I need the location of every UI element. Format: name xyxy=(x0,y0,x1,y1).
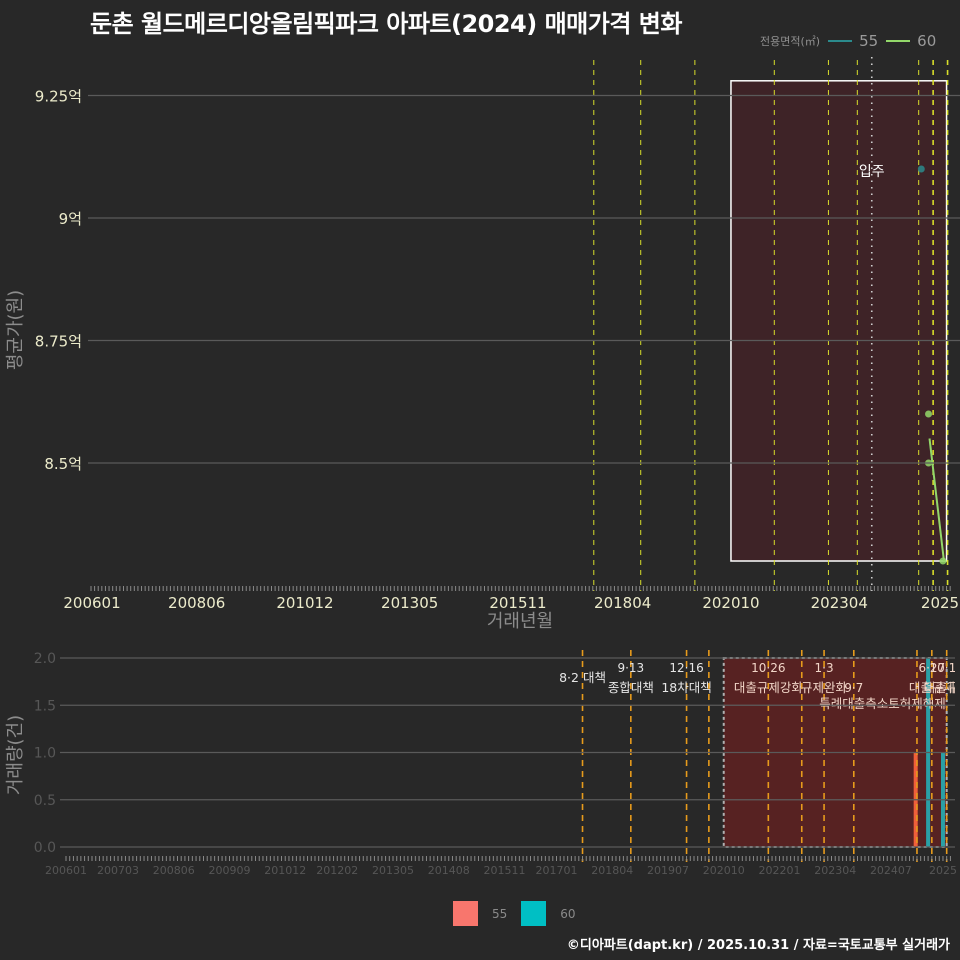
x-tick-label: 201804 xyxy=(591,864,633,877)
x-tick-label: 202304 xyxy=(814,864,856,877)
x-tick-label: 2025 xyxy=(921,594,959,612)
legend-label-60: 60 xyxy=(917,32,937,50)
legend-swatch-55 xyxy=(453,901,478,926)
y-tick-label: 1.0 xyxy=(34,746,56,762)
event-name-label: 규제완화 xyxy=(801,680,848,695)
volume-chart: 8·2 대책 9·13 종합대책 12·16 18차대책 10·26 대출규제강화 1·3 규제… xyxy=(5,650,960,877)
legend-label-60: 60 xyxy=(560,906,576,921)
x-axis-title: 거래년월 xyxy=(487,611,553,632)
y-tick-label: 2.0 xyxy=(34,651,56,667)
y-axis-title: 거래량(건) xyxy=(5,715,26,795)
event-date-label: 9·13 xyxy=(617,661,644,675)
event-date-label: 9·7 xyxy=(844,681,863,695)
event-date-label: 10·26 xyxy=(751,661,785,675)
x-tick-label: 201701 xyxy=(536,864,578,877)
x-tick-label: 200909 xyxy=(209,864,251,877)
x-tick-label: 202010 xyxy=(702,594,759,612)
y-tick-label: 9.25억 xyxy=(35,88,82,106)
data-point-60 xyxy=(939,557,947,565)
x-tick-label: 201305 xyxy=(372,864,414,877)
x-tick-label: 202201 xyxy=(758,864,800,877)
move-in-label: 입주 xyxy=(859,164,885,180)
x-tick-label: 200601 xyxy=(45,864,87,877)
y-tick-label: 8.5억 xyxy=(44,455,82,473)
data-point-60 xyxy=(925,410,933,418)
x-tick-label: 201907 xyxy=(647,864,689,877)
y-tick-label: 0.0 xyxy=(34,840,56,856)
event-name-label: 18차대책 xyxy=(661,680,711,695)
x-tick-label: 201012 xyxy=(276,594,333,612)
y-tick-label: 8.75억 xyxy=(35,333,82,351)
source-caption: ©디아파트(dapt.kr) / 2025.10.31 / 자료=국토교통부 실… xyxy=(566,938,950,953)
bottom-legend: 55 60 xyxy=(453,901,590,926)
x-tick-label: 200703 xyxy=(97,864,139,877)
x-tick-label: 201511 xyxy=(483,864,525,877)
event-date-label: 1·3 xyxy=(815,661,834,675)
event-name-label: 대출규제 xyxy=(924,680,960,695)
event-date-label: 12·16 xyxy=(669,661,703,675)
x-tick-label: 202407 xyxy=(870,864,912,877)
event-name-label: 대출규제강화 xyxy=(734,680,804,695)
highlight-box xyxy=(730,80,948,562)
y-tick-label: 1.5 xyxy=(34,698,56,714)
chart-title: 둔촌 월드메르디앙올림픽파크 아파트(2024) 매매가격 변화 xyxy=(90,10,682,38)
event-name-label: 대출규제 xyxy=(909,680,955,695)
legend-line-60 xyxy=(886,40,911,42)
x-tick-label: 201012 xyxy=(264,864,306,877)
legend-label-55: 55 xyxy=(859,32,879,50)
y-tick-label: 9억 xyxy=(59,210,82,228)
event-name-label: 종합대책 xyxy=(608,680,654,695)
x-tick-label: 201408 xyxy=(428,864,470,877)
legend-swatch-60 xyxy=(521,901,547,926)
x-tick-label: 201305 xyxy=(381,594,438,612)
data-point-55 xyxy=(917,165,925,173)
y-tick-label: 0.5 xyxy=(34,793,56,809)
x-tick-label: 201202 xyxy=(316,864,358,877)
price-chart: 9.25억 9억 8.75억 8.5억 입주 200601 200806 201012 2013… xyxy=(5,57,960,632)
x-tick-label: 202304 xyxy=(811,594,868,612)
y-axis-title: 평균가(원) xyxy=(5,290,26,370)
legend-line-55 xyxy=(828,40,853,42)
x-tick-label: 201511 xyxy=(489,594,546,612)
top-legend: 전용면적(㎡) 55 60 xyxy=(760,32,942,50)
legend-title: 전용면적(㎡) xyxy=(760,35,821,48)
x-tick-label: 2025 xyxy=(929,864,957,877)
event-name-label: 8·2 대책 xyxy=(559,670,606,685)
event-name-label: 토허제해제 xyxy=(888,696,946,711)
legend-label-55: 55 xyxy=(492,906,508,921)
event-date-label: 10·15 xyxy=(930,661,960,675)
x-tick-label: 200806 xyxy=(153,864,195,877)
event-date-label: 6·27 xyxy=(918,661,945,675)
x-tick-label: 200601 xyxy=(63,594,120,612)
series-line-60 xyxy=(928,438,945,562)
x-tick-label: 200806 xyxy=(168,594,225,612)
x-tick-label: 202010 xyxy=(703,864,745,877)
x-tick-label: 201804 xyxy=(594,594,651,612)
event-name-label: 특례대출축소 xyxy=(819,696,888,711)
